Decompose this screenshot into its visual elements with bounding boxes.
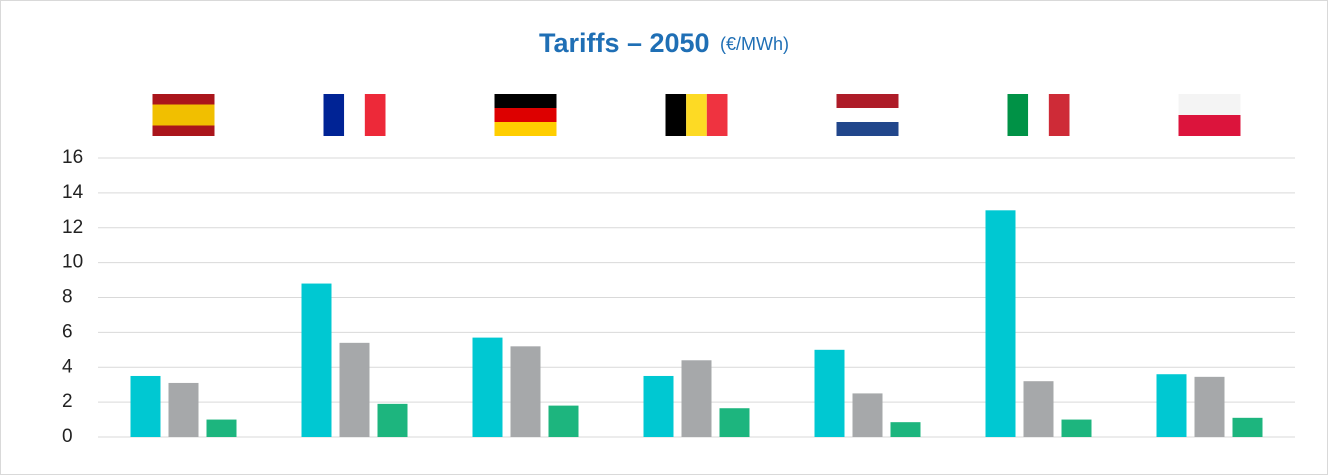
flag-stripe [836, 122, 899, 136]
bar [206, 419, 237, 437]
bar [301, 283, 332, 437]
flag-stripe [344, 94, 365, 136]
y-tick-label: 14 [62, 182, 84, 203]
flag-stripe [323, 94, 345, 136]
bar [1232, 417, 1263, 437]
bar [643, 375, 674, 437]
bar [472, 337, 503, 437]
flag-stripe [1178, 94, 1241, 115]
flag-stripe [706, 94, 728, 136]
bar [719, 408, 750, 437]
flag-stripe [494, 108, 557, 122]
y-tick-label: 8 [62, 287, 73, 308]
flag-stripe [152, 125, 215, 136]
flag-stripe [836, 108, 899, 122]
bar [985, 210, 1016, 437]
bar [548, 405, 579, 437]
bar [510, 346, 541, 437]
chart-heading: Tariffs – 2050 (€/MWh) [539, 28, 789, 58]
bar [1061, 419, 1092, 437]
bar [377, 403, 408, 437]
bar [1023, 381, 1054, 437]
bar [130, 375, 161, 437]
bar [339, 342, 370, 437]
y-tick-label: 12 [62, 217, 83, 238]
chart-title: Tariffs – 2050 [539, 28, 710, 58]
flag-stripe [686, 94, 707, 136]
bar [1156, 374, 1187, 437]
flag-stripe [152, 104, 215, 126]
flag-stripe [665, 94, 687, 136]
flag-stripe [1007, 94, 1029, 136]
y-tick-label: 2 [62, 391, 73, 412]
flag-stripe [1178, 115, 1241, 136]
flag-stripe [494, 122, 557, 136]
y-tick-label: 4 [62, 356, 73, 377]
chart-unit: (€/MWh) [720, 34, 789, 54]
bar [814, 349, 845, 437]
y-tick-label: 10 [62, 252, 83, 273]
bar [890, 422, 921, 437]
flag-stripe [1028, 94, 1049, 136]
bar [681, 360, 712, 437]
bar [168, 382, 199, 437]
flag-stripe [494, 94, 557, 108]
flag-stripe [1048, 94, 1070, 136]
bar [1194, 376, 1225, 437]
flag-stripe [836, 94, 899, 108]
y-tick-label: 16 [62, 147, 83, 168]
flag-stripe [364, 94, 386, 136]
bar [852, 393, 883, 437]
flag-stripe [152, 94, 215, 105]
y-tick-label: 6 [62, 321, 73, 342]
flags [152, 94, 1241, 136]
y-tick-label: 0 [62, 426, 73, 447]
